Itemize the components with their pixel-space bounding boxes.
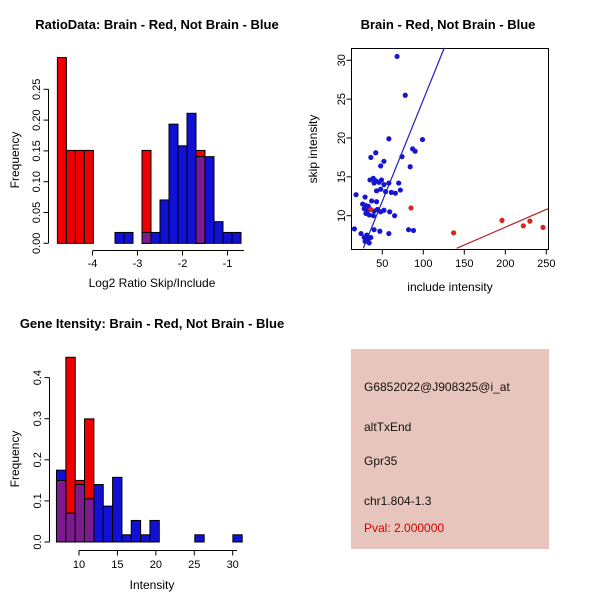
svg-text:0.0: 0.0 (32, 534, 44, 549)
gene-symbol-text: Gpr35 (364, 454, 398, 468)
intensity-scatter-plot: 50 100 150 200 250 10 15 20 25 30 (336, 47, 555, 270)
svg-text:-2: -2 (178, 258, 188, 270)
splice-event-type-text: altTxEnd (364, 420, 412, 434)
gene-hist-title: Gene Itensity: Brain - Red, Not Brain - … (19, 316, 285, 331)
svg-text:250: 250 (537, 258, 555, 270)
svg-text:0.10: 0.10 (31, 171, 43, 192)
svg-text:100: 100 (414, 258, 432, 270)
probe-id-text: G6852022@J908325@i_at (364, 380, 510, 394)
svg-text:0.3: 0.3 (32, 411, 44, 426)
svg-text:-3: -3 (133, 258, 143, 270)
ratio-hist-ylabel: Frequency (8, 131, 22, 189)
svg-text:25: 25 (336, 93, 348, 105)
svg-text:0.15: 0.15 (31, 140, 43, 161)
svg-text:30: 30 (227, 559, 239, 571)
scatter-title: Brain - Red, Not Brain - Blue (360, 17, 536, 32)
svg-text:30: 30 (336, 54, 348, 66)
svg-text:0.05: 0.05 (31, 202, 43, 223)
svg-text:0.4: 0.4 (32, 370, 44, 385)
genomic-location-text: chr1.804-1.3 (364, 494, 432, 508)
scatter-ylabel: skip intensity (306, 114, 320, 184)
svg-text:15: 15 (336, 171, 348, 183)
svg-text:-4: -4 (88, 258, 98, 270)
svg-text:0.1: 0.1 (32, 493, 44, 508)
svg-text:15: 15 (111, 559, 123, 571)
svg-text:20: 20 (336, 132, 348, 144)
svg-text:-1: -1 (223, 258, 233, 270)
info-panel: G6852022@J908325@i_at altTxEnd Gpr35 chr… (351, 349, 549, 549)
svg-text:20: 20 (150, 559, 162, 571)
svg-text:200: 200 (496, 258, 514, 270)
svg-text:150: 150 (455, 258, 473, 270)
ratio-hist-title: RatioData: Brain - Red, Not Brain - Blue (35, 17, 279, 32)
gene-intensity-histogram: 0.0 0.1 0.2 0.3 0.4 10 15 20 25 30 (32, 356, 243, 571)
svg-text:0.25: 0.25 (31, 79, 43, 100)
pval-text: Pval: 2.000000 (364, 521, 445, 535)
ratio-hist-xlabel: Log2 Ratio Skip/Include (88, 276, 216, 290)
gene-hist-ylabel: Frequency (8, 430, 22, 488)
ratio-histogram: 0.00 0.05 0.10 0.15 0.20 0.25 -4 -3 -2 -1 (31, 57, 244, 270)
svg-text:50: 50 (376, 258, 388, 270)
svg-text:0.2: 0.2 (32, 452, 44, 467)
svg-text:10: 10 (73, 559, 85, 571)
svg-text:0.20: 0.20 (31, 109, 43, 130)
svg-text:10: 10 (336, 210, 348, 222)
gene-hist-xlabel: Intensity (129, 578, 175, 592)
scatter-xlabel: include intensity (407, 280, 493, 294)
svg-text:25: 25 (188, 559, 200, 571)
svg-text:0.00: 0.00 (31, 233, 43, 254)
